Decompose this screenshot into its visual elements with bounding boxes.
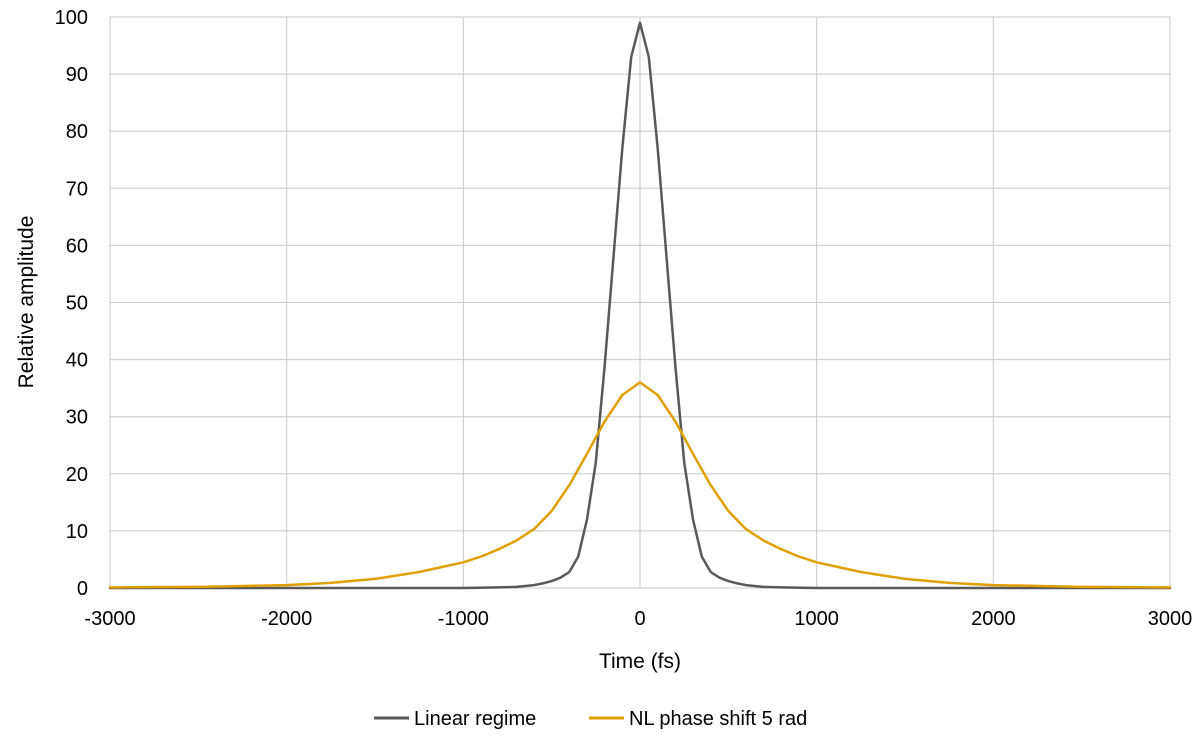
series-line-nl-phase-shift: [108, 381, 1172, 589]
series-line-linear-regime: [108, 21, 1172, 590]
series-lines: [108, 21, 1172, 590]
x-tick-label: 0: [634, 608, 645, 630]
x-tick-label: 3000: [1148, 608, 1193, 630]
y-tick-label: 10: [66, 521, 88, 543]
y-axis-label: Relative amplitude: [15, 216, 38, 389]
y-tick-label: 100: [55, 7, 88, 29]
y-tick-label: 40: [66, 350, 88, 372]
y-tick-label: 20: [66, 464, 88, 486]
x-tick-label: 2000: [971, 608, 1016, 630]
tick-labels: 0 10 20 30 40 50 60 70 80 90 100 -3000 -2000 -1000 0 10…: [55, 7, 1193, 630]
gridlines: [109, 16, 1171, 589]
axes: [109, 16, 1171, 589]
y-tick-label: 80: [66, 121, 88, 143]
y-tick-label: 90: [66, 64, 88, 86]
x-tick-label: 1000: [794, 608, 839, 630]
y-tick-label: 70: [66, 178, 88, 200]
y-tick-label: 0: [77, 578, 88, 600]
y-tick-label: 30: [66, 407, 88, 429]
legend: Linear regime NL phase shift 5 rad: [374, 708, 807, 730]
y-tick-label: 50: [66, 293, 88, 315]
legend-label-linear-regime: Linear regime: [414, 708, 536, 730]
x-tick-label: -2000: [261, 608, 312, 630]
x-axis-label: Time (fs): [599, 650, 681, 673]
x-tick-label: -1000: [438, 608, 489, 630]
legend-label-nl-phase-shift: NL phase shift 5 rad: [629, 708, 807, 730]
y-tick-label: 60: [66, 235, 88, 257]
plot-area-border: [109, 16, 1171, 589]
x-tick-label: -3000: [84, 608, 135, 630]
